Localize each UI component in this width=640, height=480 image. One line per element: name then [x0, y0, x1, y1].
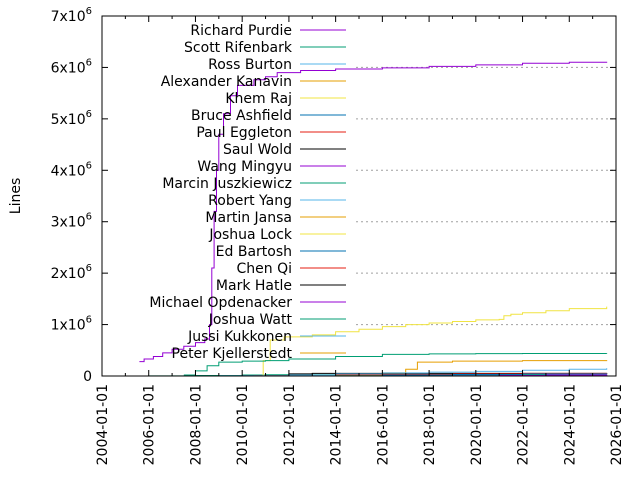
legend-label: Khem Raj [225, 91, 292, 107]
legend-label: Jussi Kukkonen [187, 329, 292, 345]
legend-label: Chen Qi [237, 261, 293, 277]
x-tick-label: 2022-01-01 [516, 384, 532, 465]
x-tick-label: 2024-01-01 [562, 384, 578, 465]
x-tick-label: 2010-01-01 [235, 384, 251, 465]
y-tick-label: 3x106 [51, 212, 92, 231]
y-tick-exponent: 6 [86, 212, 92, 223]
plot-frame [101, 15, 617, 377]
x-tick-label: 2004-01-01 [95, 384, 111, 465]
series-line [183, 353, 608, 376]
legend-label: Richard Purdie [190, 23, 292, 39]
x-tick-label: 2026-01-01 [609, 384, 625, 465]
x-tick-label: 2016-01-01 [375, 384, 391, 465]
legend-label: Martin Jansa [205, 210, 292, 226]
legend-label: Scott Rifenbark [184, 40, 293, 56]
legend-label: Marcin Juszkiewicz [162, 176, 292, 192]
x-tick-label: 2018-01-01 [422, 384, 438, 465]
legend-label: Peter Kjellerstedt [172, 346, 293, 362]
legend-label: Robert Yang [208, 193, 292, 209]
y-tick-label: 4x106 [51, 160, 92, 179]
x-tick-label: 2014-01-01 [329, 384, 345, 465]
legend-label: Joshua Lock [208, 227, 293, 243]
y-tick-label: 2x106 [51, 263, 92, 282]
y-tick-label: 5x106 [51, 109, 92, 128]
y-tick-exponent: 6 [86, 6, 92, 17]
y-tick-exponent: 6 [86, 160, 92, 171]
legend-label: Wang Mingyu [197, 159, 292, 175]
legend-label: Ross Burton [208, 57, 292, 73]
y-axis-label: Lines [8, 178, 24, 214]
legend-label: Ed Bartosh [216, 244, 292, 260]
y-tick-label: 0 [83, 369, 92, 385]
legend-label: Joshua Watt [208, 312, 293, 328]
gridlines [356, 66, 616, 326]
x-tick-label: 2020-01-01 [469, 384, 485, 465]
series-line [139, 61, 608, 363]
y-tick-exponent: 6 [86, 263, 92, 274]
axis-ticks: 0 1x106 2x106 3x106 4x106 5x106 6x106 7x106 2004… [51, 6, 625, 465]
y-tick-label: 7x106 [51, 6, 92, 25]
legend-label: Michael Opdenacker [149, 295, 292, 311]
legend-label: Saul Wold [223, 142, 292, 158]
y-tick-exponent: 6 [86, 315, 92, 326]
x-tick-label: 2006-01-01 [142, 384, 158, 465]
y-tick-exponent: 6 [86, 109, 92, 120]
x-tick-label: 2012-01-01 [282, 384, 298, 465]
y-tick-label: 6x106 [51, 57, 92, 76]
series-line [253, 306, 608, 377]
x-tick-label: 2008-01-01 [188, 384, 204, 465]
legend-label: Paul Eggleton [196, 125, 292, 141]
legend-label: Alexander Kanavin [161, 74, 292, 90]
legend-label: Mark Hatle [216, 278, 292, 294]
legend-label: Bruce Ashfield [191, 108, 292, 124]
y-tick-exponent: 6 [86, 57, 92, 68]
y-tick-label: 1x106 [51, 315, 92, 334]
